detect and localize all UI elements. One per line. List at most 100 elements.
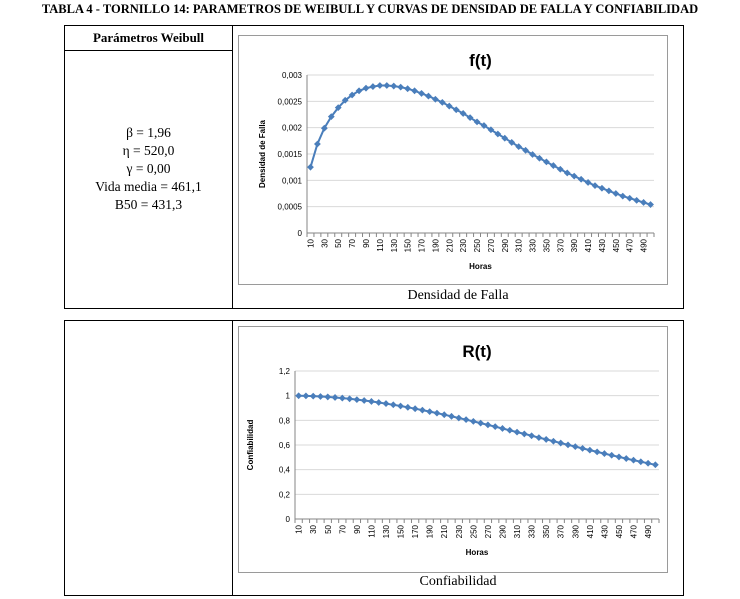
reliability-x-tick-label: 370 — [557, 524, 566, 538]
density-y-axis-label: Densidad de Falla — [258, 119, 267, 188]
density-y-tick-label: 0,0015 — [278, 150, 303, 159]
reliability-x-tick-label: 230 — [455, 524, 464, 538]
reliability-data-point — [528, 432, 535, 440]
reliability-data-point — [469, 417, 477, 425]
density-x-tick-label: 290 — [501, 238, 510, 252]
reliability-data-point — [593, 448, 601, 456]
density-x-tick-label: 70 — [348, 238, 357, 247]
reliability-data-point — [360, 397, 368, 404]
density-data-point — [376, 82, 384, 89]
density-data-point — [501, 134, 509, 142]
density-chart-title: f(t) — [469, 51, 492, 70]
reliability-data-point — [506, 426, 514, 434]
reliability-data-point — [433, 409, 441, 417]
density-data-point — [640, 199, 647, 206]
density-x-tick-label: 110 — [376, 238, 385, 251]
reliability-data-point — [317, 393, 324, 400]
density-data-point — [425, 92, 432, 100]
reliability-data-point — [557, 439, 565, 447]
density-x-tick-label: 250 — [473, 238, 482, 252]
reliability-x-tick-label: 130 — [382, 524, 391, 538]
reliability-data-point — [295, 392, 303, 400]
reliability-x-tick-label: 90 — [353, 524, 362, 533]
reliability-x-axis-label: Horas — [466, 548, 489, 557]
reliability-x-tick-label: 190 — [426, 524, 435, 538]
density-data-point — [438, 98, 446, 106]
density-x-tick-label: 430 — [598, 238, 607, 252]
density-x-tick-label: 410 — [584, 238, 593, 252]
reliability-data-point — [484, 421, 492, 429]
density-x-tick-label: 170 — [418, 238, 427, 252]
density-x-tick-label: 270 — [487, 238, 496, 252]
reliability-data-point — [353, 396, 361, 404]
density-data-point — [529, 151, 536, 158]
reliability-data-point — [615, 453, 623, 461]
density-data-point — [549, 162, 557, 169]
density-data-point — [480, 122, 488, 129]
density-data-point — [411, 87, 418, 95]
reliability-data-point — [608, 451, 616, 459]
reliability-y-axis-label: Confiabilidad — [246, 420, 255, 471]
param-eta: η = 520,0 — [122, 143, 175, 158]
reliability-data-point — [535, 434, 543, 441]
reliability-data-point — [579, 444, 586, 452]
reliability-data-point — [491, 423, 499, 431]
density-caption: Densidad de Falla — [407, 288, 509, 303]
density-data-point — [612, 190, 620, 197]
reliability-data-point — [448, 412, 455, 420]
density-data-point — [605, 187, 613, 195]
reliability-data-point — [571, 443, 579, 451]
reliability-data-point — [520, 430, 528, 438]
density-x-tick-label: 350 — [542, 238, 551, 252]
density-x-tick-label: 30 — [320, 238, 329, 247]
density-x-tick-label: 470 — [626, 238, 635, 252]
reliability-data-point — [368, 398, 375, 405]
density-x-tick-label: 210 — [445, 238, 454, 252]
density-data-point — [598, 184, 606, 192]
density-x-tick-label: 150 — [404, 238, 413, 252]
density-y-tick-label: 0 — [298, 229, 303, 238]
density-y-tick-label: 0,0005 — [278, 203, 303, 212]
reliability-x-tick-label: 490 — [644, 524, 653, 538]
reliability-y-tick-label: 0,8 — [279, 416, 291, 425]
reliability-x-tick-label: 210 — [440, 524, 449, 538]
density-data-point — [445, 102, 453, 110]
reliability-x-tick-label: 430 — [600, 524, 609, 538]
reliability-data-point — [419, 406, 426, 414]
density-x-tick-label: 490 — [640, 238, 649, 252]
reliability-x-tick-label: 150 — [397, 524, 406, 538]
reliability-x-tick-label: 390 — [571, 524, 580, 538]
density-data-point — [320, 124, 328, 132]
reliability-data-point — [542, 436, 550, 443]
density-data-point — [431, 95, 439, 103]
reliability-y-tick-label: 0,6 — [279, 441, 291, 450]
density-data-point — [563, 169, 571, 177]
weibull-params: β = 1,96 η = 520,0 γ = 0,00 Vida media =… — [65, 124, 232, 214]
density-data-point — [466, 114, 474, 122]
density-data-point — [334, 104, 342, 112]
density-data-point — [647, 201, 654, 208]
density-x-tick-label: 90 — [362, 238, 371, 247]
reliability-data-point — [550, 437, 557, 445]
reliability-data-point — [324, 393, 332, 401]
density-data-point — [619, 192, 627, 200]
reliability-x-tick-label: 30 — [309, 524, 318, 533]
reliability-data-point — [622, 455, 630, 462]
reliability-x-tick-label: 50 — [324, 524, 333, 533]
reliability-data-point — [331, 394, 339, 401]
density-y-tick-label: 0,003 — [282, 71, 303, 80]
reliability-x-tick-label: 290 — [498, 524, 507, 538]
density-data-point — [390, 82, 398, 90]
reliability-data-point — [586, 446, 594, 454]
param-b50: B50 = 431,3 — [114, 197, 183, 212]
density-x-tick-label: 310 — [515, 238, 524, 252]
density-data-point — [459, 110, 467, 117]
density-data-point — [383, 82, 391, 89]
density-data-point — [404, 85, 412, 93]
reliability-x-tick-label: 410 — [586, 524, 595, 538]
reliability-data-point — [601, 450, 608, 457]
density-data-point — [327, 113, 335, 121]
density-data-point — [522, 146, 530, 154]
density-chart-box: f(t) 0 0,0005 0,001 0,0015 0,002 0,0025 0,003 10… — [238, 35, 668, 285]
param-gamma: γ = 0,00 — [126, 161, 171, 176]
